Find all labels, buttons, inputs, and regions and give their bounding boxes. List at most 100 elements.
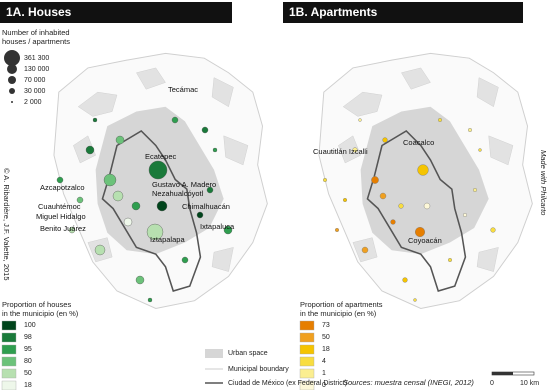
header-bar <box>0 2 232 23</box>
size-legend-circle <box>8 76 16 84</box>
legend-class: 4 <box>322 358 326 365</box>
legend-class: 100 <box>24 322 36 329</box>
legend-title: in the municipio (en %) <box>2 309 79 318</box>
place-label: Benito Juárez <box>40 224 86 233</box>
house-circle <box>123 217 133 227</box>
legend-class: 0 <box>322 382 326 389</box>
apartment-circle <box>468 127 473 132</box>
panel-title: 1A. Houses <box>6 5 72 19</box>
house-circle <box>68 226 76 234</box>
apartment-circle <box>415 226 426 237</box>
house-circle <box>56 176 64 184</box>
panel-title: 1B. Apartments <box>289 5 378 19</box>
place-label: Miguel Hidalgo <box>36 212 86 221</box>
apartment-circle <box>361 246 369 254</box>
apartment-circle <box>335 227 340 232</box>
apartment-circles <box>323 117 496 302</box>
base-legend-label: Urban space <box>228 350 268 357</box>
sources: Sources: muestra censal (INEGI, 2012) <box>343 378 474 387</box>
size-legend-circle <box>9 88 15 94</box>
house-circle <box>76 196 84 204</box>
legend-swatch <box>299 380 315 390</box>
legend-class: 80 <box>24 358 32 365</box>
base-legend-label: Ciudad de México (ex Federal District) <box>228 380 347 387</box>
credit: Made with Philcarto <box>539 150 548 215</box>
legend-class: 18 <box>24 382 32 389</box>
house-circle <box>206 186 214 194</box>
size-legend-label: 2 000 <box>24 99 42 106</box>
header-bar <box>283 2 523 23</box>
house-circle <box>223 225 233 235</box>
apartment-circle <box>398 203 404 209</box>
apartment-circle <box>343 197 348 202</box>
house-circle <box>171 116 179 124</box>
house-circle <box>181 256 189 264</box>
apartment-circle <box>358 118 362 122</box>
house-circle <box>94 244 106 256</box>
apartment-circle <box>417 164 429 176</box>
scale-bar <box>492 372 513 375</box>
apartment-circle <box>379 192 387 200</box>
size-legend-title: houses / apartments <box>2 37 70 46</box>
house-circle <box>115 135 125 145</box>
legend-swatch <box>299 356 315 367</box>
legend-swatch <box>299 332 315 343</box>
place-label: Azcapotzalco <box>40 183 85 192</box>
place-label: Iztapalapa <box>150 235 185 244</box>
apartment-circle <box>473 187 478 192</box>
legend-swatch <box>1 380 17 390</box>
legend-swatch <box>1 344 17 355</box>
legend-swatch <box>299 320 315 331</box>
house-circle <box>112 190 124 202</box>
house-circle <box>201 126 209 134</box>
house-circle <box>146 223 164 241</box>
legend-swatch <box>1 320 17 331</box>
legend-title: in the municipio (en %) <box>300 309 377 318</box>
place-label: Nezahualcóyotl <box>152 189 204 198</box>
apartment-circle <box>390 219 396 225</box>
place-label: Ecatepec <box>145 152 177 161</box>
legend-swatch <box>1 368 17 379</box>
size-legend-label: 130 000 <box>24 66 49 73</box>
house-circle <box>135 275 145 285</box>
place-label: Coyoacán <box>408 236 442 245</box>
legend-class: 18 <box>322 346 330 353</box>
base-legend-label: Municipal boundary <box>228 366 289 373</box>
house-circle <box>103 173 117 187</box>
credit: © A. Ribardière, J.F. Valette, 2015 <box>2 168 11 281</box>
house-circle <box>131 201 141 211</box>
legend-swatch <box>1 332 17 343</box>
house-circle <box>92 117 98 123</box>
legend-class: 50 <box>24 370 32 377</box>
house-circle <box>147 297 153 303</box>
apartment-circle <box>490 227 496 233</box>
apartment-circle <box>371 176 379 184</box>
house-circles <box>56 116 233 303</box>
legend-title: Proportion of apartments <box>300 300 383 309</box>
place-label: Tecámac <box>168 85 198 94</box>
apartment-circle <box>323 177 328 182</box>
legend-title: Proportion of houses <box>2 300 71 309</box>
legend-class: 50 <box>322 334 330 341</box>
apartment-circle <box>448 258 453 263</box>
place-label: Coacalco <box>403 138 434 147</box>
legend-class: 95 <box>24 346 32 353</box>
urban-swatch <box>205 349 223 358</box>
place-label: Cuauhtémoc <box>38 202 81 211</box>
apartment-circle <box>382 137 388 143</box>
place-label: Gustavo A. Madero <box>152 180 216 189</box>
house-circle <box>156 200 168 212</box>
place-label: Ixtapaluca <box>200 222 235 231</box>
size-legend-circle <box>11 101 13 103</box>
apartment-circle <box>423 202 431 210</box>
legend-swatch <box>299 344 315 355</box>
basemap <box>318 52 534 310</box>
size-legend-label: 30 000 <box>24 88 46 95</box>
apartment-circle <box>478 148 482 152</box>
scale-label: 0 <box>490 380 494 387</box>
house-circle <box>85 145 95 155</box>
apartment-circle <box>438 117 443 122</box>
size-legend-circle <box>4 50 20 66</box>
